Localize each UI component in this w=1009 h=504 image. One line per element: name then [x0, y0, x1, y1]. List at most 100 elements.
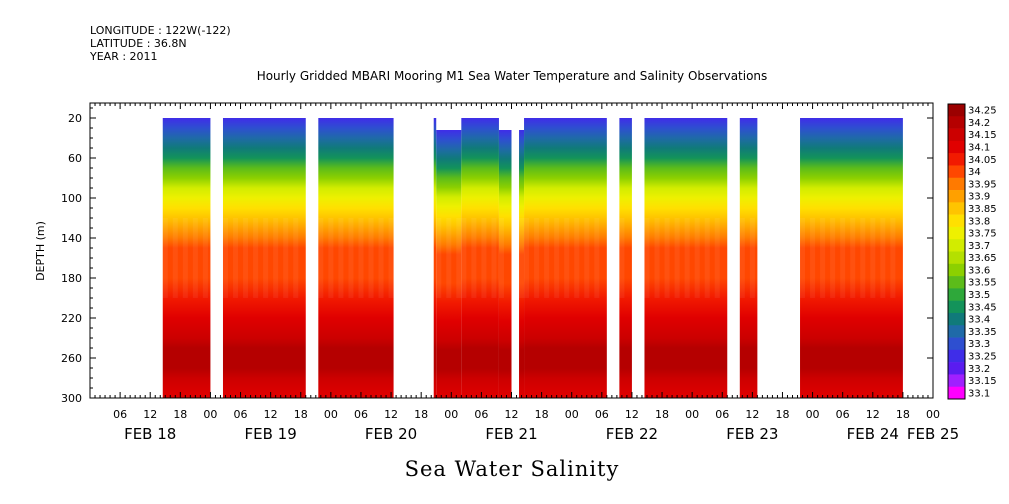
colorbar-label: 34.05 — [968, 155, 997, 166]
data-texture-stripe — [749, 218, 755, 298]
data-texture-stripe — [880, 218, 886, 298]
data-texture-stripe — [890, 218, 896, 298]
colorbar-swatch — [948, 276, 965, 289]
colorbar: 34.2534.234.1534.134.053433.9533.933.853… — [947, 103, 997, 400]
colorbar-label: 33.1 — [968, 388, 990, 399]
colorbar-swatch — [948, 153, 965, 166]
y-tick-label: 60 — [68, 152, 82, 165]
data-texture-stripe — [664, 218, 670, 298]
x-tick-label: 00 — [203, 408, 217, 421]
data-texture-stripe — [714, 218, 720, 298]
colorbar-swatch — [948, 177, 965, 191]
data-texture-stripe — [368, 218, 374, 298]
data-segment — [524, 118, 607, 398]
colorbar-label: 33.15 — [968, 376, 997, 387]
x-tick-label: 06 — [715, 408, 729, 421]
data-segment — [498, 130, 512, 398]
x-tick-label: 12 — [625, 408, 639, 421]
x-day-label: FEB 18 — [124, 425, 176, 443]
colorbar-label: 33.45 — [968, 302, 997, 313]
data-texture-stripe — [202, 218, 208, 298]
data-texture-stripe — [338, 218, 344, 298]
x-day-label: FEB 22 — [606, 425, 658, 443]
data-segment — [519, 130, 525, 398]
data-segment — [800, 118, 903, 398]
data-texture-stripe — [830, 218, 836, 298]
x-tick-label: 18 — [294, 408, 308, 421]
x-day-label: FEB 19 — [245, 425, 297, 443]
x-tick-label: 06 — [113, 408, 127, 421]
x-tick-label: 06 — [234, 408, 248, 421]
x-tick-label: 06 — [836, 408, 850, 421]
data-texture-stripe — [850, 218, 856, 298]
data-texture-stripe — [644, 218, 650, 298]
data-texture-stripe — [674, 218, 680, 298]
colorbar-label: 33.95 — [968, 179, 997, 190]
data-texture-stripe — [436, 218, 442, 298]
y-tick-label: 220 — [61, 312, 82, 325]
data-texture-stripe — [564, 218, 570, 298]
colorbar-swatch — [948, 374, 965, 388]
data-texture-stripe — [328, 218, 334, 298]
colorbar-label: 33.5 — [968, 290, 990, 301]
colorbar-swatch — [948, 288, 965, 301]
data-segment — [318, 118, 394, 398]
x-day-label: FEB 21 — [485, 425, 537, 443]
x-axis-label: Sea Water Salinity — [405, 457, 620, 481]
data-texture-stripe — [461, 218, 467, 298]
data-texture-stripe — [358, 218, 364, 298]
data-texture-stripe — [800, 218, 806, 298]
colorbar-frame — [947, 103, 966, 400]
y-tick-label: 20 — [68, 112, 82, 125]
data-texture-stripe — [739, 218, 745, 298]
data-texture-stripe — [820, 218, 826, 298]
x-tick-label: 12 — [143, 408, 157, 421]
data-texture-stripe — [446, 218, 452, 298]
x-tick-label: 18 — [414, 408, 428, 421]
data-texture-stripe — [233, 218, 239, 298]
colorbar-label: 33.25 — [968, 351, 997, 362]
data-texture-stripe — [491, 218, 497, 298]
colorbar-label: 33.85 — [968, 204, 997, 215]
colorbar-swatch — [948, 362, 965, 375]
x-tick-label: 12 — [745, 408, 759, 421]
x-tick-label: 18 — [896, 408, 910, 421]
data-texture-stripe — [263, 218, 269, 298]
x-tick-label: 00 — [685, 408, 699, 421]
data-segment — [222, 118, 306, 398]
colorbar-label: 33.35 — [968, 327, 997, 338]
data-segment — [739, 118, 758, 398]
x-tick-label: 00 — [444, 408, 458, 421]
data-texture-stripe — [243, 218, 249, 298]
colorbar-label: 33.7 — [968, 241, 990, 252]
data-texture-stripe — [594, 218, 600, 298]
colorbar-swatch — [948, 263, 965, 277]
colorbar-swatch — [948, 190, 965, 203]
x-tick-label: 00 — [806, 408, 820, 421]
colorbar-swatch — [948, 300, 965, 314]
data-texture-stripe — [619, 218, 625, 298]
data-texture-stripe — [192, 218, 198, 298]
colorbar-swatch — [948, 202, 965, 215]
data-texture-stripe — [860, 218, 866, 298]
data-segment — [461, 118, 499, 398]
colorbar-swatch — [948, 386, 965, 400]
x-tick-label: 00 — [324, 408, 338, 421]
plot-area — [162, 118, 903, 398]
latitude-label: LATITUDE : 36.8N — [90, 37, 187, 50]
x-tick-label: 06 — [595, 408, 609, 421]
y-tick-label: 100 — [61, 192, 82, 205]
data-texture-stripe — [519, 218, 525, 298]
longitude-label: LONGITUDE : 122W(-122) — [90, 24, 231, 37]
data-texture-stripe — [584, 218, 590, 298]
x-tick-label: 18 — [655, 408, 669, 421]
x-day-label: FEB 24 — [847, 425, 899, 443]
colorbar-label: 33.55 — [968, 278, 997, 289]
data-texture-stripe — [704, 218, 710, 298]
colorbar-label: 34.1 — [968, 143, 990, 154]
x-tick-label: 12 — [384, 408, 398, 421]
x-tick-label: 12 — [264, 408, 278, 421]
colorbar-swatch — [948, 116, 965, 129]
data-texture-stripe — [684, 218, 690, 298]
